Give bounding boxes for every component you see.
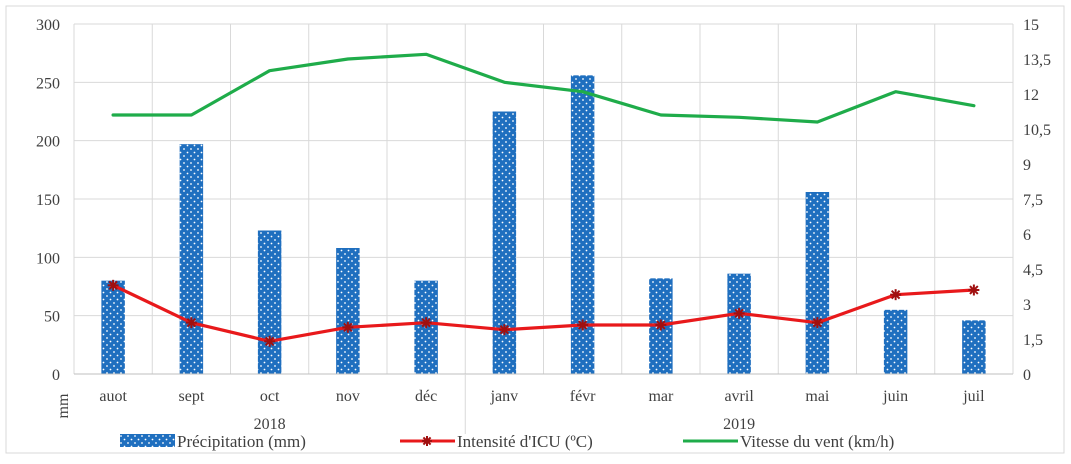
x-group-label: 2019 [723, 416, 755, 433]
x-tick-label: mai [805, 388, 830, 405]
y-tick-label-right: 10,5 [1023, 122, 1051, 139]
bar [257, 230, 282, 374]
y-tick-label-right: 15 [1023, 17, 1039, 34]
x-tick-label: mar [648, 388, 674, 405]
bar [805, 192, 830, 374]
legend-item: Vitesse du vent (km/h) [683, 432, 894, 451]
point-marker [577, 319, 589, 331]
y-tick-label-left: 0 [52, 367, 60, 384]
y-tick-label-left: 50 [44, 309, 60, 326]
point-marker [498, 324, 510, 336]
marker-stroke [422, 436, 432, 446]
x-tick-label: sept [178, 388, 204, 405]
marker-stroke [890, 289, 901, 300]
point-marker [264, 335, 276, 347]
bar [727, 273, 751, 374]
marker-stroke [186, 317, 197, 328]
point-marker [733, 307, 745, 319]
y-tick-label-right: 4,5 [1023, 262, 1043, 279]
y-tick-label-left: 150 [36, 192, 60, 209]
y-tick-label-right: 6 [1023, 227, 1031, 244]
x-tick-label: janv [490, 388, 519, 405]
point-marker [107, 279, 119, 291]
x-tick-label: avril [724, 388, 754, 405]
marker-stroke [734, 308, 744, 319]
legend: Précipitation (mm) Intensité d'ICU (ºC) Vi… [120, 432, 894, 451]
point-marker [420, 317, 432, 329]
marker-stroke [969, 285, 979, 295]
legend-item: Précipitation (mm) [120, 432, 306, 451]
bar [570, 75, 595, 374]
y-tick-label-right: 0 [1023, 367, 1031, 384]
bar [492, 111, 517, 374]
marker-stroke [656, 320, 666, 330]
x-tick-label: févr [570, 388, 596, 405]
legend-swatch [120, 434, 175, 447]
bar [883, 309, 908, 374]
gridlines [73, 23, 1014, 375]
marker-stroke [499, 324, 510, 335]
marker-stroke [264, 336, 275, 347]
marker-stroke [343, 322, 353, 333]
x-tick-label: oct [260, 388, 280, 405]
x-tick-label: nov [336, 388, 360, 405]
marker-stroke [812, 317, 823, 328]
point-marker [811, 317, 823, 329]
bar [101, 280, 125, 374]
y-axis-title: mm [55, 393, 72, 418]
point-marker [968, 284, 980, 296]
point-marker [890, 289, 902, 301]
marker-stroke [108, 280, 118, 291]
y-tick-label-left: 300 [36, 17, 60, 34]
bar [179, 144, 204, 374]
y-tick-label-right: 3 [1023, 297, 1031, 314]
x-tick-label: juin [882, 388, 908, 405]
line-series [107, 52, 980, 347]
y-tick-label-right: 9 [1023, 157, 1031, 174]
y-tick-label-left: 200 [36, 134, 60, 151]
series-line [111, 283, 976, 343]
legend-label: Précipitation (mm) [177, 432, 306, 451]
point-marker [342, 321, 354, 333]
legend-label: Vitesse du vent (km/h) [740, 432, 894, 451]
bar-series [101, 75, 986, 374]
y-tick-label-left: 250 [36, 75, 60, 92]
x-tick-label: auot [99, 388, 127, 405]
series-line [111, 52, 976, 124]
bar [962, 320, 986, 374]
legend-item: Intensité d'ICU (ºC) [400, 432, 593, 451]
bar [336, 248, 360, 374]
x-tick-label: juil [962, 388, 985, 405]
y-tick-label-right: 1,5 [1023, 332, 1043, 349]
marker-stroke [577, 320, 588, 330]
x-tick-label: déc [415, 388, 437, 405]
y-tick-label-right: 12 [1023, 87, 1039, 104]
legend-label: Intensité d'ICU (ºC) [457, 432, 593, 451]
point-marker [185, 317, 197, 329]
axes: 0 50 100 150 200 250 300 0 1,5 3 4,5 6 7,5 9 10,5 12 13,… [36, 17, 1051, 434]
marker-stroke [421, 317, 431, 328]
y-tick-label-right: 13,5 [1023, 52, 1051, 69]
y-tick-label-right: 7,5 [1023, 192, 1043, 209]
point-marker [655, 319, 667, 331]
x-group-label: 2018 [254, 416, 286, 433]
y-tick-label-left: 100 [36, 250, 60, 267]
chart-border [5, 5, 1065, 454]
